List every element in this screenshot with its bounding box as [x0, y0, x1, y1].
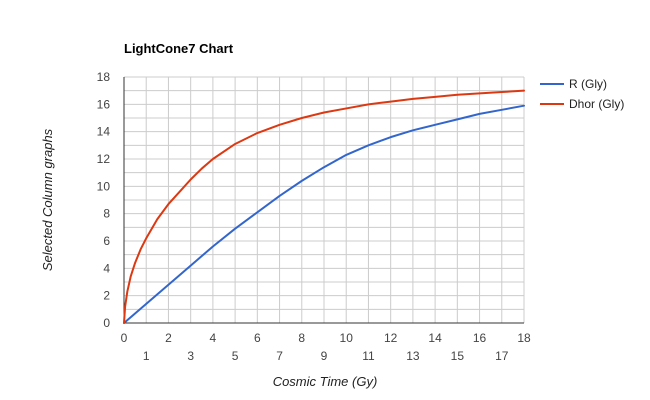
x-tick-label: 5 — [232, 349, 239, 363]
x-tick-label: 3 — [187, 349, 194, 363]
x-tick-labels: 0 2 4 6 8 10 12 14 16 181 3 5 7 9 11 13 15 17 — [121, 331, 531, 363]
legend-label: Dhor (Gly) — [569, 97, 624, 111]
y-axis-label: Selected Column graphs — [40, 128, 55, 271]
y-tick-label: 4 — [103, 261, 110, 275]
x-tick-label: 16 — [473, 331, 487, 345]
y-tick-label: 6 — [103, 234, 110, 248]
x-tick-label: 1 — [143, 349, 150, 363]
grid — [123, 76, 525, 324]
x-tick-label: 8 — [298, 331, 305, 345]
y-tick-label: 18 — [97, 70, 111, 84]
series-line-2 — [123, 89, 525, 324]
x-tick-label: 6 — [254, 331, 261, 345]
series-lines — [123, 89, 525, 324]
x-axis-label: Cosmic Time (Gy) — [273, 374, 378, 389]
x-tick-label: 18 — [517, 331, 531, 345]
y-tick-label: 12 — [97, 152, 111, 166]
x-tick-label: 4 — [210, 331, 217, 345]
x-tick-label: 17 — [495, 349, 509, 363]
y-tick-label: 8 — [103, 207, 110, 221]
chart-title: LightCone7 Chart — [124, 41, 234, 56]
x-tick-label: 15 — [451, 349, 465, 363]
legend: R (Gly) Dhor (Gly) — [540, 77, 624, 111]
y-tick-label: 2 — [103, 289, 110, 303]
series-line-1 — [123, 104, 525, 324]
x-tick-label: 10 — [340, 331, 354, 345]
y-tick-label: 0 — [103, 316, 110, 330]
x-tick-label: 9 — [321, 349, 328, 363]
axes — [123, 77, 524, 324]
x-tick-label: 11 — [362, 349, 375, 363]
x-tick-label: 12 — [384, 331, 398, 345]
y-tick-label: 16 — [97, 97, 111, 111]
x-tick-label: 0 — [121, 331, 128, 345]
y-tick-label: 10 — [97, 179, 111, 193]
legend-label: R (Gly) — [569, 77, 607, 91]
y-tick-labels: 0 2 4 6 8 10 12 14 16 18 — [97, 70, 111, 330]
x-tick-label: 7 — [276, 349, 283, 363]
x-tick-label: 2 — [165, 331, 172, 345]
x-tick-label: 14 — [428, 331, 442, 345]
y-tick-label: 14 — [97, 125, 111, 139]
x-tick-label: 13 — [406, 349, 420, 363]
